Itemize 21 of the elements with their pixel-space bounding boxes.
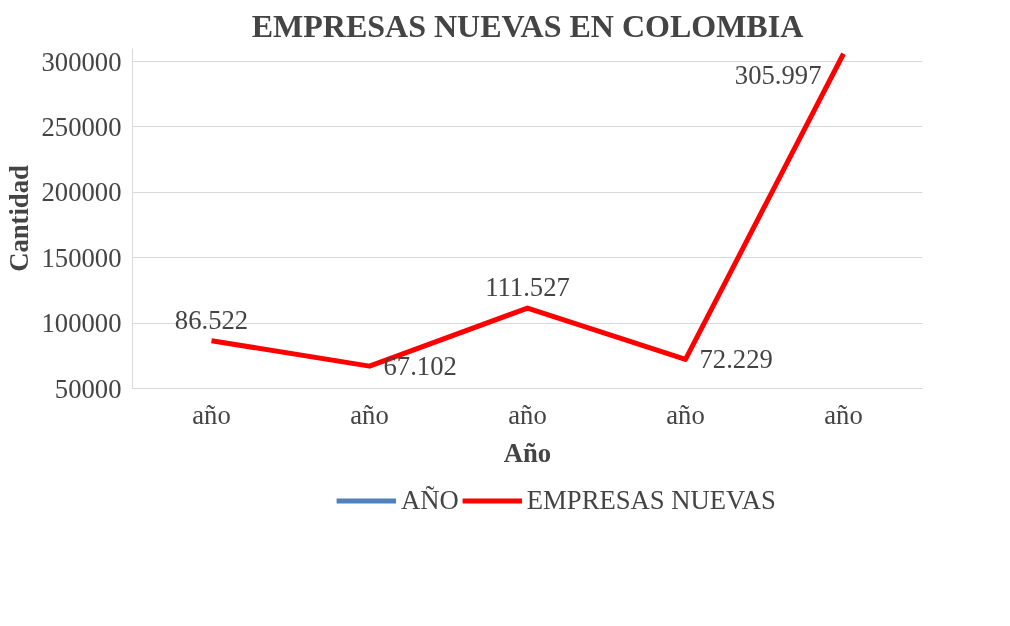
x-tick-label: año bbox=[192, 399, 231, 430]
x-tick-label: año bbox=[508, 399, 547, 430]
chart-title: EMPRESAS NUEVAS EN COLOMBIA bbox=[251, 7, 804, 44]
y-tick-label: 100000 bbox=[41, 308, 122, 339]
data-label: 86.522 bbox=[174, 304, 249, 335]
y-tick-label: 250000 bbox=[41, 111, 122, 142]
data-label: 72.229 bbox=[699, 344, 773, 375]
x-tick-label: año bbox=[350, 399, 389, 430]
y-axis-title: Cantidad bbox=[3, 164, 34, 272]
y-tick-label: 50000 bbox=[54, 373, 122, 404]
y-tick-label: 150000 bbox=[41, 242, 122, 273]
y-tick-label: 300000 bbox=[41, 46, 122, 77]
legend-label: AÑO bbox=[401, 484, 459, 516]
data-label: 305.997 bbox=[734, 59, 822, 90]
x-axis-title: Año bbox=[503, 437, 552, 468]
x-tick-label: año bbox=[824, 399, 863, 430]
data-label: 111.527 bbox=[485, 272, 570, 303]
data-label: 67.102 bbox=[383, 351, 457, 382]
legend-label: EMPRESAS NUEVAS bbox=[526, 484, 776, 516]
x-tick-label: año bbox=[666, 399, 705, 430]
y-tick-label: 200000 bbox=[41, 177, 122, 208]
